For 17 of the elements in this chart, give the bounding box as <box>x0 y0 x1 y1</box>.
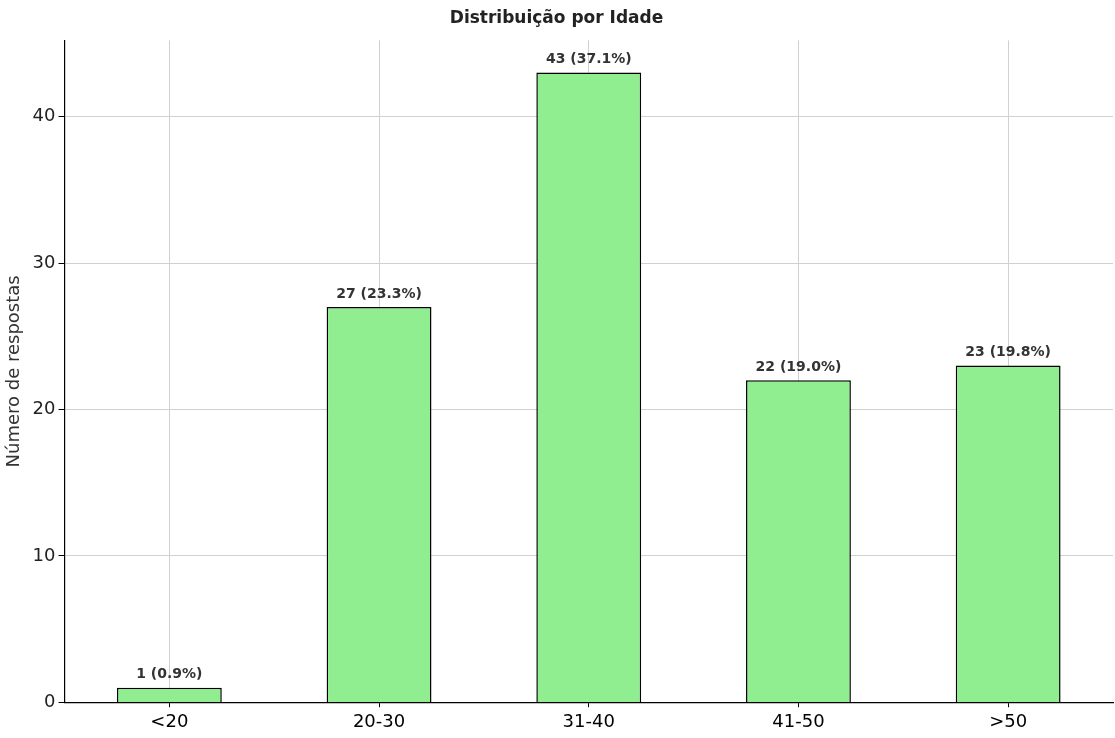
x-tick-label: >50 <box>989 709 1028 731</box>
y-tick-label: 10 <box>32 543 56 565</box>
x-tick-label: 20-30 <box>352 709 406 731</box>
y-tick-label: 0 <box>44 690 56 712</box>
chart-title: Distribuição por Idade <box>449 6 664 27</box>
y-tick-label: 20 <box>32 397 56 419</box>
x-tick-label: 31-40 <box>562 709 615 731</box>
data-label: 23 (19.8%) <box>965 343 1052 360</box>
y-tick-label: 30 <box>32 250 56 272</box>
x-tick-label: <20 <box>150 709 189 731</box>
y-tick-label: 40 <box>32 104 56 126</box>
x-tick-label: 41-50 <box>772 709 825 731</box>
data-label: 27 (23.3%) <box>336 284 422 301</box>
data-label: 43 (37.1%) <box>545 50 632 67</box>
data-label: 22 (19.0%) <box>755 357 842 374</box>
y-axis-title: Número de respostas <box>2 275 24 468</box>
data-label: 1 (0.9%) <box>136 665 203 682</box>
